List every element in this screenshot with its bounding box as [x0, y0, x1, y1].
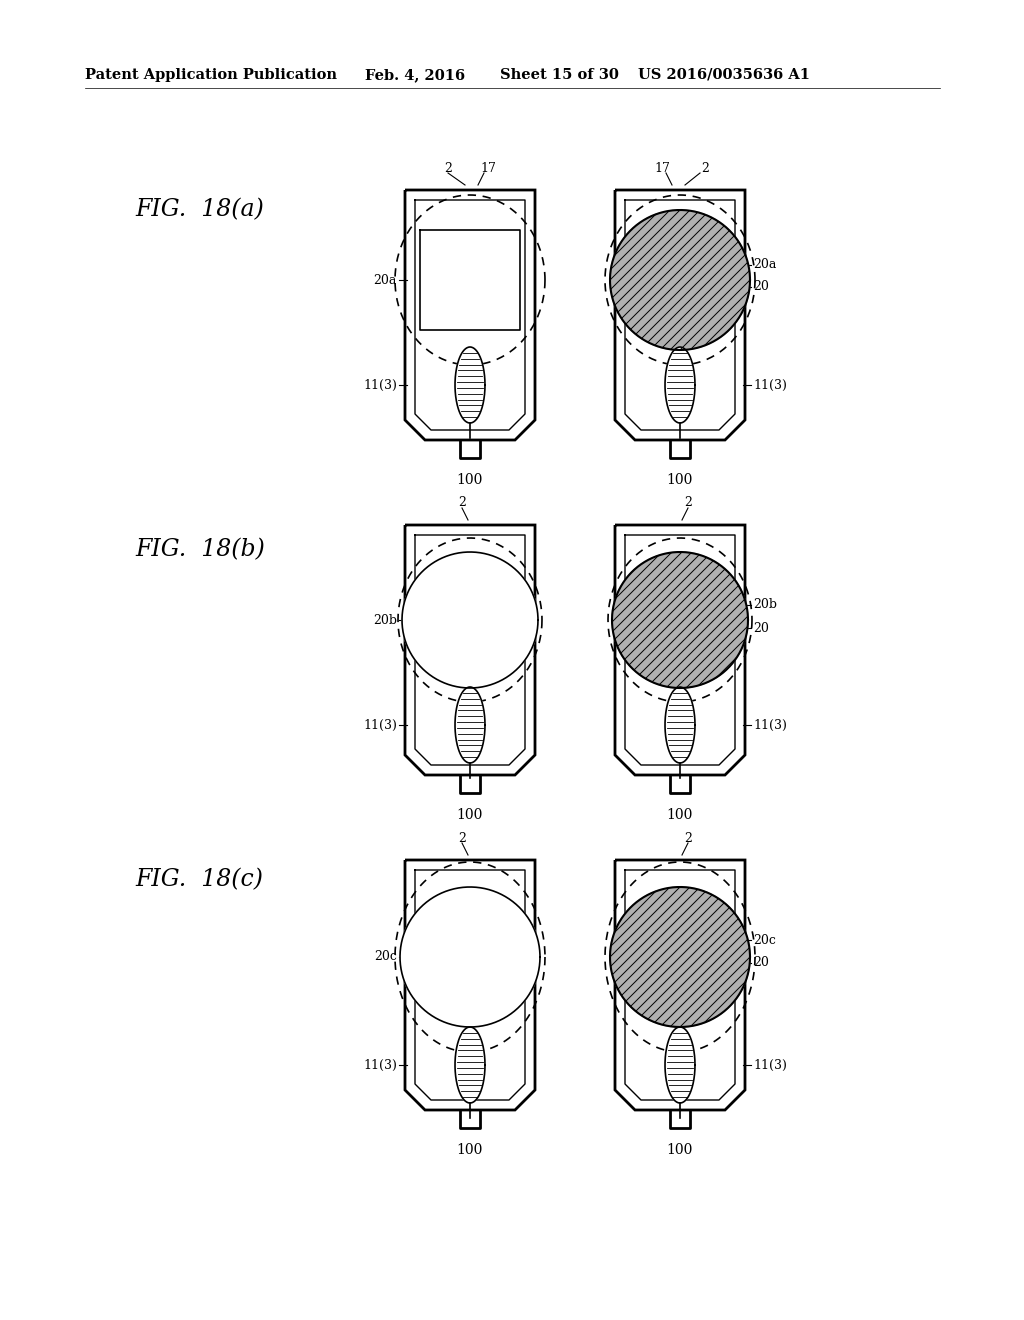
Text: US 2016/0035636 A1: US 2016/0035636 A1	[638, 69, 810, 82]
Text: 11(3): 11(3)	[364, 1059, 397, 1072]
Text: 2: 2	[444, 161, 452, 174]
Text: 2: 2	[684, 832, 692, 845]
Text: 20: 20	[753, 957, 769, 969]
Polygon shape	[610, 887, 750, 1027]
Polygon shape	[455, 686, 485, 763]
Text: 20c: 20c	[753, 933, 776, 946]
Text: 2: 2	[458, 496, 466, 510]
Text: 2: 2	[458, 832, 466, 845]
Polygon shape	[665, 1027, 695, 1104]
Text: 100: 100	[667, 1143, 693, 1158]
Text: 17: 17	[654, 161, 670, 174]
Text: Sheet 15 of 30: Sheet 15 of 30	[500, 69, 618, 82]
Text: Feb. 4, 2016: Feb. 4, 2016	[365, 69, 465, 82]
Text: 100: 100	[457, 473, 483, 487]
Polygon shape	[402, 552, 538, 688]
Polygon shape	[420, 230, 520, 330]
Text: 20a: 20a	[374, 273, 397, 286]
Text: 11(3): 11(3)	[753, 718, 786, 731]
Text: FIG.  18(b): FIG. 18(b)	[135, 539, 265, 561]
Text: Patent Application Publication: Patent Application Publication	[85, 69, 337, 82]
Polygon shape	[455, 347, 485, 422]
Text: 20: 20	[753, 622, 769, 635]
Polygon shape	[400, 887, 540, 1027]
Text: FIG.  18(c): FIG. 18(c)	[135, 869, 263, 891]
Polygon shape	[665, 686, 695, 763]
Text: FIG.  18(a): FIG. 18(a)	[135, 198, 264, 222]
Text: 20c: 20c	[374, 950, 397, 964]
Text: 100: 100	[457, 808, 483, 822]
Text: 100: 100	[667, 473, 693, 487]
Text: 2: 2	[701, 161, 709, 174]
Polygon shape	[612, 552, 748, 688]
Text: 20b: 20b	[373, 614, 397, 627]
Polygon shape	[610, 210, 750, 350]
Text: 2: 2	[684, 496, 692, 510]
Text: 11(3): 11(3)	[364, 718, 397, 731]
Polygon shape	[455, 1027, 485, 1104]
Text: 11(3): 11(3)	[364, 379, 397, 392]
Text: 100: 100	[667, 808, 693, 822]
Polygon shape	[665, 347, 695, 422]
Text: 11(3): 11(3)	[753, 1059, 786, 1072]
Text: 20a: 20a	[753, 259, 776, 272]
Text: 100: 100	[457, 1143, 483, 1158]
Text: 20b: 20b	[753, 598, 777, 611]
Text: 17: 17	[480, 161, 496, 174]
Text: 11(3): 11(3)	[753, 379, 786, 392]
Text: 20: 20	[753, 281, 769, 293]
